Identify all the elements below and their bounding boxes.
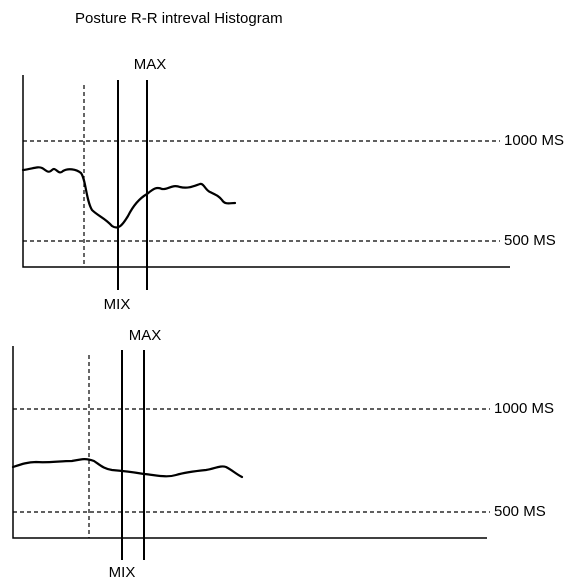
panel-2: 1000 MS 500 MS MAX MIX [11,327,554,581]
rr-curve [21,166,237,229]
upper-reference-label: 1000 MS [494,400,554,417]
axes [12,346,487,539]
min-label: MIX [109,564,136,581]
title: Posture R-R intreval Histogram [75,10,283,27]
axes [22,75,510,268]
min-label: MIX [104,296,131,313]
lower-reference-label: 500 MS [494,503,546,520]
max-label: MAX [129,327,162,344]
panel-1: 1000 MS 500 MS MAX MIX [21,56,564,313]
lower-reference-label: 500 MS [504,232,556,249]
max-label: MAX [134,56,167,73]
rr-curve [11,458,244,479]
upper-reference-label: 1000 MS [504,132,564,149]
